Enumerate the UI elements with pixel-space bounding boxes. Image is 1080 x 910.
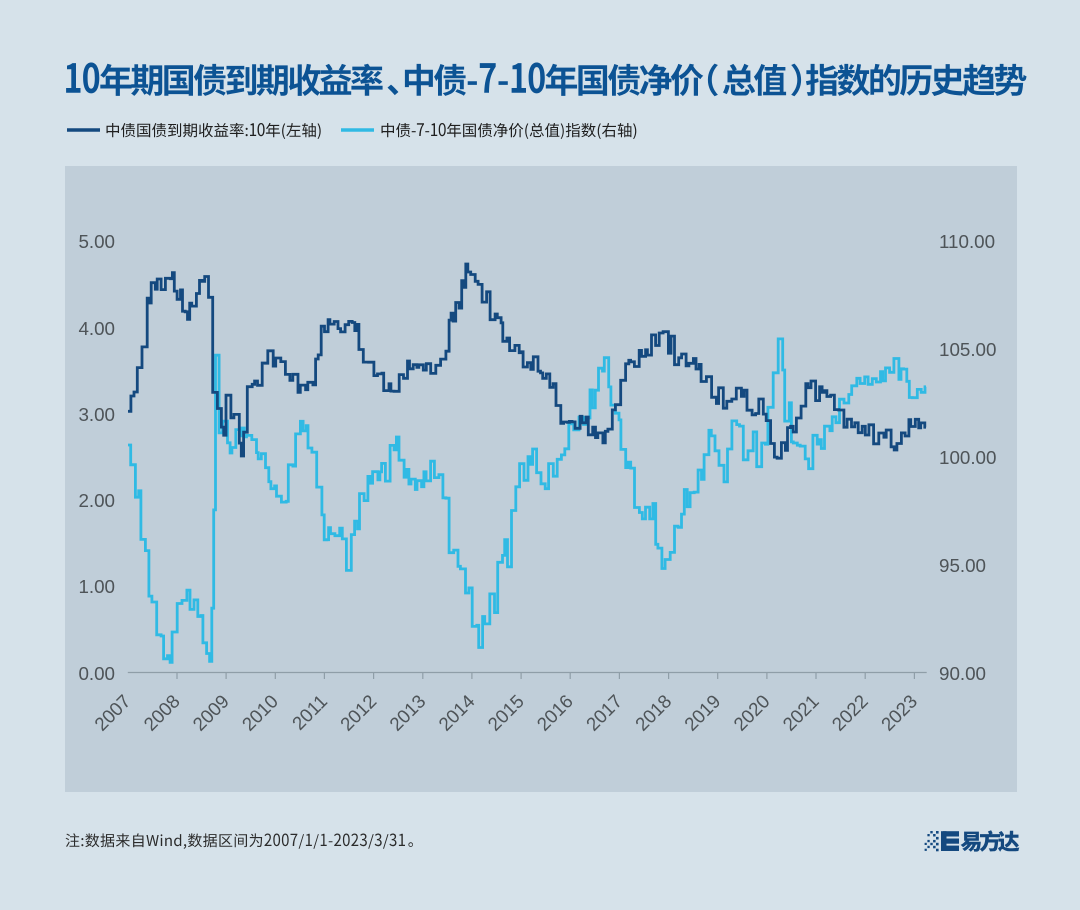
svg-text:100.00: 100.00 — [939, 447, 996, 468]
svg-text:95.00: 95.00 — [939, 555, 986, 576]
svg-text:3.00: 3.00 — [78, 404, 115, 425]
svg-text:0.00: 0.00 — [78, 663, 115, 684]
svg-text:90.00: 90.00 — [939, 663, 986, 684]
svg-text:2.00: 2.00 — [78, 490, 115, 511]
svg-text:1.00: 1.00 — [78, 576, 115, 597]
svg-text:4.00: 4.00 — [78, 318, 115, 339]
svg-text:105.00: 105.00 — [939, 339, 996, 360]
svg-text:5.00: 5.00 — [78, 231, 115, 252]
svg-text:110.00: 110.00 — [939, 231, 995, 252]
